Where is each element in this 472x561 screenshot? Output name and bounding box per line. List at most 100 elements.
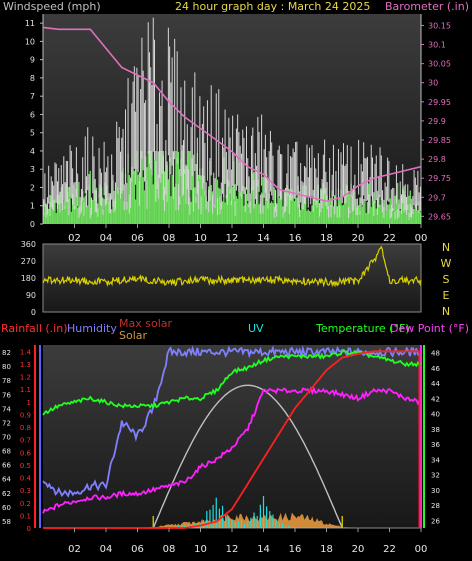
barometer-tick-label: 29.85	[428, 136, 451, 145]
barometer-tick-label: 30	[428, 79, 438, 88]
time-label: 12	[226, 544, 239, 555]
humidity-tick-label: 76	[2, 391, 11, 399]
wind-tick-label: 4	[30, 147, 35, 156]
weather-plot-area	[43, 345, 421, 528]
direction-tick-label: 360	[21, 240, 36, 249]
time-label: 00	[415, 544, 428, 555]
humidity-tick-label: 82	[2, 349, 11, 357]
humidity-tick-label: 62	[2, 490, 11, 498]
humidity-tick-label: 66	[2, 462, 11, 470]
temperature-line	[42, 349, 422, 416]
time-label: 02	[68, 544, 81, 555]
direction-tick-label: 90	[26, 291, 36, 300]
time-label: 10	[194, 544, 207, 555]
time-label: 22	[383, 544, 396, 555]
time-label: 14	[257, 233, 270, 244]
wind-tick-label: 5	[30, 129, 35, 138]
rain-tick-label: 0.6	[20, 449, 32, 457]
rain-tick-label: 0	[27, 525, 31, 533]
temperature-tick-label: 38	[431, 426, 440, 434]
time-label: 04	[100, 544, 113, 555]
humidity-tick-label: 58	[2, 518, 11, 526]
temperature-tick-label: 44	[431, 380, 440, 388]
legend-humidity: Humidity	[67, 322, 117, 335]
time-label: 06	[131, 544, 144, 555]
direction-tick-label: 270	[21, 257, 36, 266]
windspeed-axis-label: Windspeed (mph)	[3, 0, 101, 13]
temperature-tick-label: 36	[431, 441, 440, 449]
barometer-tick-label: 29.75	[428, 174, 451, 183]
wind-tick-label: 10	[25, 37, 35, 46]
rain-tick-label: 0.9	[20, 411, 31, 419]
rain-tick-label: 0.5	[20, 462, 31, 470]
rain-tick-label: 1.4	[20, 348, 32, 356]
rain-tick-label: 1.2	[20, 374, 31, 382]
rain-tick-label: 0.4	[20, 475, 32, 483]
time-label: 14	[257, 544, 270, 555]
rain-tick-label: 1.3	[20, 361, 31, 369]
wind-panel: 0 1 2 3 4 5 6 7 8 9 10 11 29.65 29.7 29.75 29.8 29.85 29.…	[25, 14, 451, 229]
temperature-tick-label: 34	[431, 456, 440, 464]
temperature-tick-label: 32	[431, 472, 440, 480]
humidity-tick-label: 64	[2, 476, 11, 484]
barometer-line	[42, 26, 422, 202]
legend-max-solar: Max solar	[119, 317, 172, 330]
compass-label: N	[442, 305, 450, 318]
temperature-tick-label: 40	[431, 411, 440, 419]
rain-tick-label: 0.1	[20, 512, 31, 520]
legend-solar: Solar	[119, 329, 148, 342]
time-label: 18	[320, 233, 333, 244]
barometer-tick-label: 29.9	[428, 117, 446, 126]
wind-tick-label: 7	[30, 92, 35, 101]
humidity-tick-label: 80	[2, 363, 11, 371]
legend-rainfall: Rainfall (.in)	[1, 322, 68, 335]
barometer-tick-label: 30.15	[428, 21, 451, 30]
wind-tick-label: 0	[30, 220, 35, 229]
humidity-line	[42, 345, 422, 498]
rain-tick-label: 0.7	[20, 437, 31, 445]
time-label: 20	[352, 233, 365, 244]
barometer-tick-label: 29.65	[428, 212, 451, 221]
wind-tick-label: 11	[25, 19, 35, 28]
time-label: 02	[68, 233, 81, 244]
time-label: 16	[289, 233, 302, 244]
wind-tick-label: 3	[30, 165, 35, 174]
barometer-axis-label: Barometer (.in)	[385, 0, 469, 13]
time-axis-top: 02 04 06 08 10 12 14 16 18 20 22 00	[68, 224, 427, 244]
humidity-tick-label: 78	[2, 377, 11, 385]
humidity-tick-label: 72	[2, 419, 11, 427]
time-label: 08	[163, 544, 176, 555]
time-label: 00	[415, 233, 428, 244]
time-label: 22	[383, 233, 396, 244]
rain-tick-label: 1.1	[20, 386, 31, 394]
wind-tick-label: 6	[30, 110, 35, 119]
temperature-tick-label: 42	[431, 395, 440, 403]
temperature-tick-label: 30	[431, 487, 440, 495]
barometer-tick-label: 29.95	[428, 98, 451, 107]
graph-title: 24 hour graph day : March 24 2025	[175, 0, 370, 13]
humidity-tick-label: 74	[2, 405, 11, 413]
dew-point-line	[42, 386, 422, 514]
rain-tick-label: 0.3	[20, 487, 31, 495]
direction-tick-label: 180	[21, 274, 36, 283]
time-label: 16	[289, 544, 302, 555]
max-solar-curve	[152, 384, 343, 529]
compass-label: S	[443, 273, 450, 286]
legend-dew-point: Dew Point (°F)	[390, 322, 469, 335]
time-axis-bottom: 02 04 06 08 10 12 14 16 18 20 22 00	[68, 528, 427, 555]
rain-tick-label: 0.2	[20, 500, 31, 508]
time-label: 12	[226, 233, 239, 244]
temperature-tick-label: 26	[431, 517, 440, 525]
barometer-tick-label: 29.8	[428, 155, 446, 164]
wind-tick-label: 1	[30, 202, 35, 211]
time-label: 18	[320, 544, 333, 555]
compass-label: W	[441, 257, 452, 270]
humidity-tick-label: 70	[2, 434, 11, 442]
time-label: 20	[352, 544, 365, 555]
temperature-tick-label: 48	[431, 350, 440, 358]
direction-tick-label: 0	[31, 308, 36, 317]
barometer-tick-label: 29.7	[428, 193, 446, 202]
weather-panel: 0 0.1 0.2 0.3 0.4 0.5 0.6 0.7 0.8 0.9 1 1.1 1.2 1.3 1.…	[2, 345, 440, 533]
rain-tick-label: 1	[27, 399, 31, 407]
